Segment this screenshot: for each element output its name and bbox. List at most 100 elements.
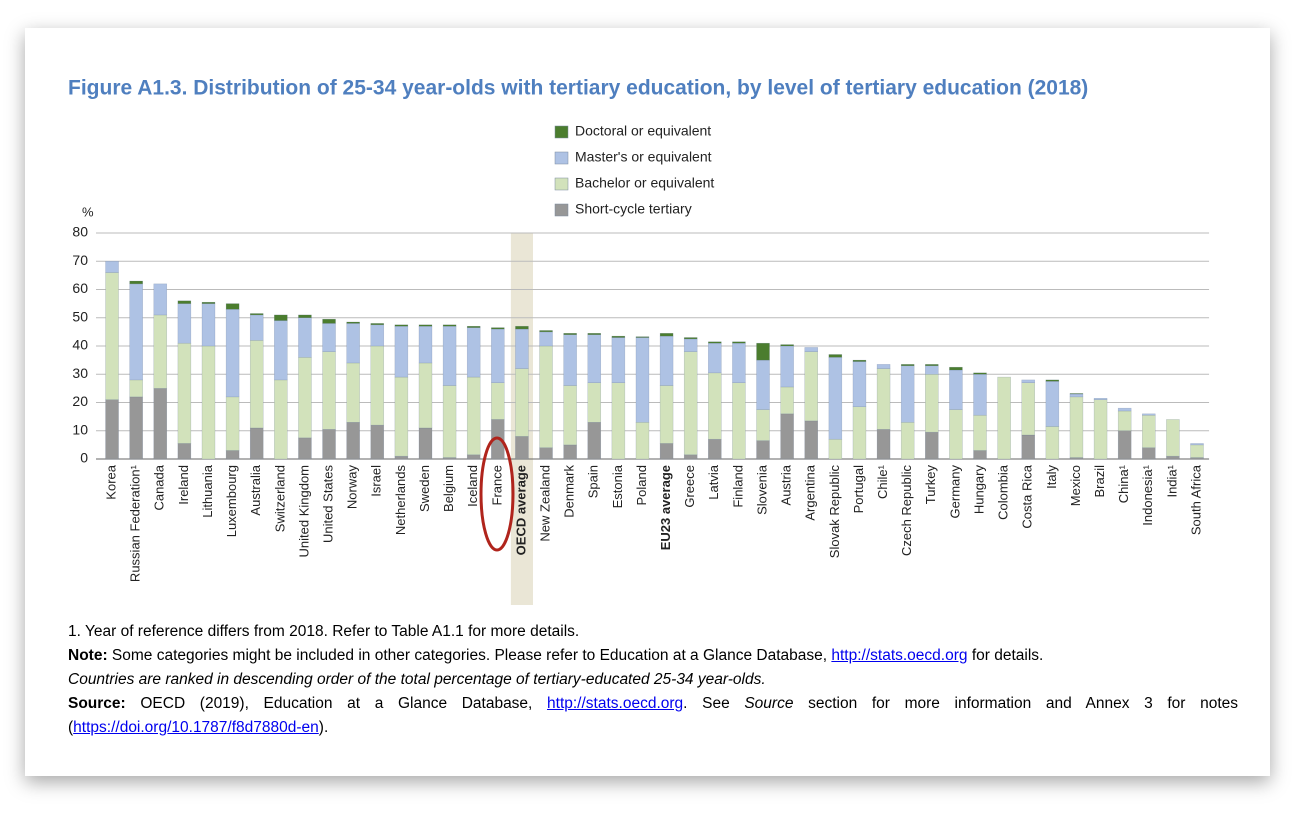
- bar-segment: [1117, 430, 1132, 460]
- x-tick-label: Korea: [103, 464, 118, 499]
- y-axis-label: %: [82, 204, 94, 219]
- bar-segment: [659, 385, 674, 444]
- x-tick-label: Russian Federation¹: [128, 464, 143, 582]
- y-tick-label: 0: [80, 450, 88, 466]
- y-tick-label: 20: [72, 393, 88, 409]
- bar-segment: [732, 382, 746, 460]
- bar-segment: [563, 385, 577, 446]
- x-tick-label: Czech Republic: [899, 465, 914, 557]
- bar-segment: [466, 327, 481, 378]
- x-tick-label: Ireland: [176, 465, 191, 505]
- notes: 1. Year of reference differs from 2018. …: [68, 620, 1238, 740]
- bar-segment: [900, 365, 915, 423]
- bar-segment: [201, 303, 216, 347]
- bar-segment: [515, 436, 529, 460]
- bar-segment: [852, 359, 867, 362]
- bar-segment: [274, 320, 288, 381]
- bar-segment: [1045, 381, 1060, 427]
- bar-segment: [153, 314, 168, 389]
- x-tick-label: Slovenia: [754, 464, 769, 515]
- bar-segment: [611, 335, 626, 338]
- y-tick-label: 30: [72, 365, 88, 381]
- x-tick-label: Finland: [730, 465, 745, 508]
- x-tick-label: Israel: [369, 465, 384, 497]
- bar-segment: [177, 443, 192, 460]
- bar-segment: [925, 365, 939, 375]
- x-tick-label: France: [489, 465, 504, 505]
- bar-segment: [1190, 444, 1204, 458]
- source-text: ).: [318, 719, 329, 736]
- bar-segment: [225, 303, 240, 310]
- bar-segment: [587, 334, 602, 383]
- bar-segment: [539, 447, 553, 460]
- x-tick-label: Luxembourg: [224, 465, 239, 537]
- bar-segment: [732, 341, 746, 344]
- bar-segment: [466, 454, 481, 460]
- bar-segment: [683, 338, 698, 352]
- y-tick-label: 50: [72, 308, 88, 324]
- legend-swatch: [554, 177, 569, 191]
- chart: Figure A1.3. Distribution of 25-34 year-…: [68, 77, 1210, 605]
- bar-segment: [804, 351, 818, 422]
- link[interactable]: http://stats.oecd.org: [831, 647, 968, 664]
- bar-segment: [563, 333, 577, 335]
- bar-segment: [225, 396, 240, 451]
- y-tick-label: 60: [72, 280, 88, 296]
- bar-segment: [780, 386, 794, 415]
- legend-swatch: [554, 151, 569, 165]
- bar-segment: [1021, 434, 1035, 460]
- bar-segment: [249, 313, 264, 316]
- bar-segment: [563, 334, 577, 386]
- note-text: for details.: [967, 647, 1044, 664]
- bar-segment: [635, 337, 650, 423]
- bar-segment: [756, 409, 770, 441]
- x-tick-label: New Zealand: [537, 465, 552, 542]
- bar-segment: [708, 372, 722, 440]
- bar-segment: [466, 325, 481, 328]
- bar-segment: [1117, 407, 1132, 412]
- bar-segment: [1021, 379, 1035, 383]
- bar-segment: [539, 345, 553, 448]
- source: Source: OECD (2019), Education at a Glan…: [68, 692, 1238, 740]
- bar-segment: [659, 333, 674, 337]
- bar-segment: [249, 340, 264, 429]
- bar-segment: [539, 331, 553, 347]
- bar-segment: [201, 345, 216, 460]
- x-tick-label: Chile¹: [875, 464, 890, 499]
- bar-segment: [925, 431, 939, 460]
- bar-segment: [1069, 393, 1084, 395]
- bar-segment: [105, 399, 119, 460]
- bar-segment: [322, 351, 336, 430]
- bar-segment: [442, 324, 457, 327]
- link[interactable]: http://stats.oecd.org: [547, 695, 684, 712]
- bar-segment: [563, 444, 577, 460]
- bar-segment: [346, 323, 360, 364]
- x-tick-label: Austria: [779, 464, 794, 505]
- bar-segment: [1069, 396, 1084, 458]
- x-tick-label: Spain: [586, 465, 601, 498]
- bar-segment: [852, 406, 867, 460]
- bar-segment: [949, 409, 963, 460]
- bar-segment: [780, 345, 794, 388]
- bar-segment: [1142, 414, 1156, 448]
- bar-segment: [1045, 379, 1060, 382]
- bar-segment: [708, 438, 722, 460]
- x-tick-label: Canada: [152, 464, 167, 510]
- bar-segment: [129, 283, 143, 381]
- x-tick-label: Germany: [947, 465, 962, 519]
- x-tick-label: Latvia: [706, 464, 721, 499]
- bar-segment: [852, 361, 867, 407]
- link[interactable]: https://doi.org/10.1787/f8d7880d-en: [73, 719, 319, 736]
- bar-segment: [515, 328, 529, 369]
- bar-segment: [683, 454, 698, 460]
- bar-segment: [1021, 382, 1035, 436]
- bar-segment: [1190, 443, 1204, 446]
- y-tick-label: 70: [72, 252, 88, 268]
- x-tick-label: Portugal: [851, 465, 866, 514]
- x-tick-label: Sweden: [417, 465, 432, 512]
- bar-segment: [828, 438, 843, 460]
- bar-segment: [732, 342, 746, 383]
- bar-segment: [900, 364, 915, 367]
- bar-segment: [346, 321, 360, 324]
- x-tick-label: Colombia: [996, 464, 1011, 520]
